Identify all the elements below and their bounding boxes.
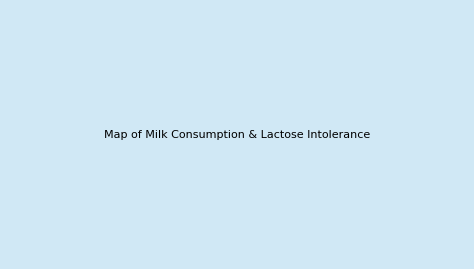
Text: Map of Milk Consumption & Lactose Intolerance: Map of Milk Consumption & Lactose Intole… bbox=[104, 129, 370, 140]
